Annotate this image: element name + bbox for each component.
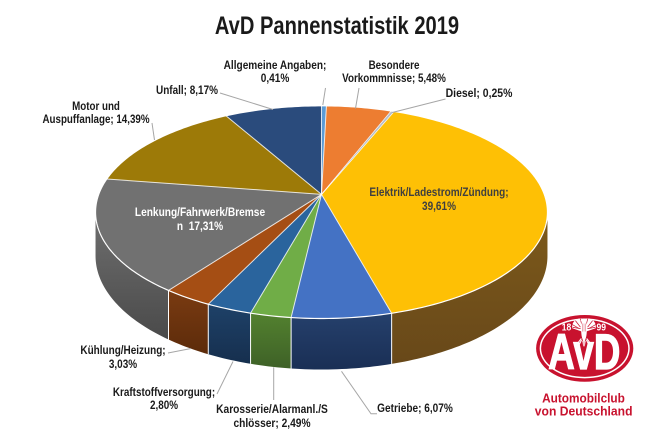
svg-text:18: 18 xyxy=(562,322,572,333)
svg-text:Automobilclub: Automobilclub xyxy=(542,391,625,406)
svg-text:AvD: AvD xyxy=(548,325,620,380)
svg-text:von Deutschland: von Deutschland xyxy=(535,404,633,419)
svg-text:99: 99 xyxy=(597,322,607,333)
